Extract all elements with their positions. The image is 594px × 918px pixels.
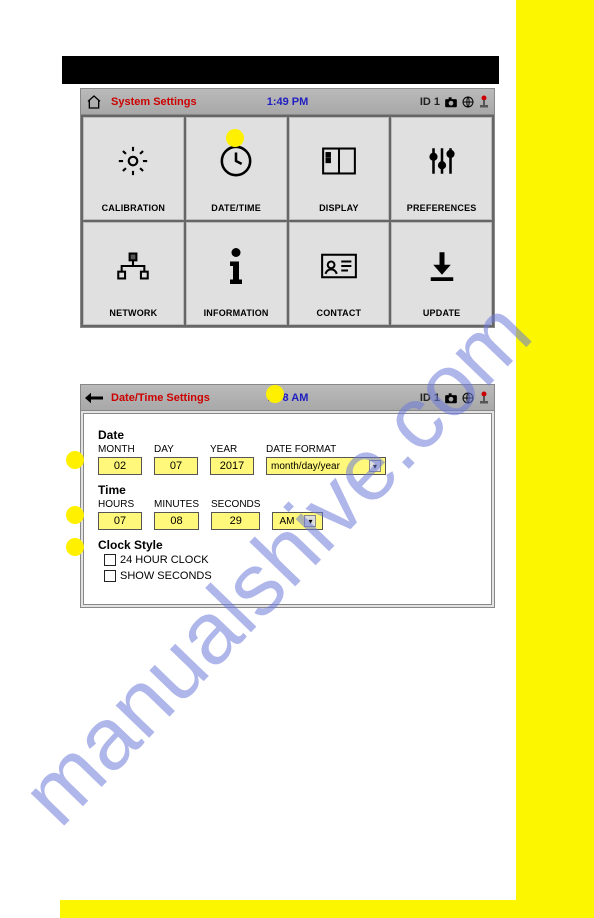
hours-input[interactable]: 07	[98, 512, 142, 530]
chk-seconds-row[interactable]: SHOW SECONDS	[104, 570, 477, 582]
format-select[interactable]: month/day/year ▾	[266, 457, 386, 475]
seconds-label: SECONDS	[211, 499, 260, 510]
date-row: MONTH 02 DAY 07 YEAR 2017 DATE FORMAT month/…	[98, 444, 477, 475]
month-label: MONTH	[98, 444, 142, 455]
tile-network-label: NETWORK	[109, 308, 157, 318]
tile-contact-label: CONTACT	[317, 308, 362, 318]
panel1-id: ID 1	[420, 96, 440, 108]
panel1-time: 1:49 PM	[267, 96, 309, 108]
chk-24hour-row[interactable]: 24 HOUR CLOCK	[104, 554, 477, 566]
hl-datetime-tile	[226, 129, 244, 147]
clock-icon	[219, 144, 253, 178]
hours-label: HOURS	[98, 499, 142, 510]
joystick-icon	[478, 95, 490, 109]
time-section-title: Time	[98, 483, 477, 497]
globe-icon	[462, 96, 474, 108]
tile-datetime-label: DATE/TIME	[211, 203, 261, 213]
hl-time-row	[66, 506, 84, 524]
titlebar-datetime: Date/Time Settings 7:08 AM ID 1	[81, 385, 494, 411]
tile-display[interactable]: DISPLAY	[289, 117, 390, 220]
chevron-down-icon: ▾	[369, 460, 381, 472]
back-button[interactable]	[81, 385, 107, 411]
format-label: DATE FORMAT	[266, 444, 386, 455]
tile-calibration-label: CALIBRATION	[102, 203, 166, 213]
home-icon	[86, 94, 102, 110]
month-input[interactable]: 02	[98, 457, 142, 475]
day-label: DAY	[154, 444, 198, 455]
tile-calibration[interactable]: CALIBRATION	[83, 117, 184, 220]
titlebar-right-1: ID 1	[420, 95, 490, 109]
checkbox-24hour[interactable]	[104, 554, 116, 566]
chk-seconds-label: SHOW SECONDS	[120, 570, 212, 582]
format-value: month/day/year	[271, 461, 340, 472]
camera-icon	[444, 392, 458, 404]
joystick-icon	[478, 391, 490, 405]
clockstyle-title: Clock Style	[98, 538, 477, 552]
tile-display-label: DISPLAY	[319, 203, 359, 213]
tile-update-label: UPDATE	[423, 308, 461, 318]
hl-clockstyle	[66, 538, 84, 556]
camera-icon	[444, 96, 458, 108]
page-title-blackbar	[62, 56, 499, 84]
info-icon	[226, 248, 246, 284]
globe-icon	[462, 392, 474, 404]
hl-panel2-title	[266, 385, 284, 403]
gear-icon	[116, 144, 150, 178]
datetime-body: Date MONTH 02 DAY 07 YEAR 2017 DATE FORMAT m…	[83, 413, 492, 605]
tile-update[interactable]: UPDATE	[391, 222, 492, 325]
ampm-value: AM	[279, 516, 294, 527]
home-button[interactable]	[81, 89, 107, 115]
chk-24hour-label: 24 HOUR CLOCK	[120, 554, 209, 566]
tile-contact[interactable]: CONTACT	[289, 222, 390, 325]
back-arrow-icon	[85, 391, 103, 405]
tile-preferences[interactable]: PREFERENCES	[391, 117, 492, 220]
sliders-icon	[425, 144, 459, 178]
minutes-label: MINUTES	[154, 499, 199, 510]
tile-preferences-label: PREFERENCES	[407, 203, 477, 213]
year-input[interactable]: 2017	[210, 457, 254, 475]
checkbox-seconds[interactable]	[104, 570, 116, 582]
panel-datetime-settings: Date/Time Settings 7:08 AM ID 1 Date MON…	[80, 384, 495, 608]
ampm-select[interactable]: AM ▾	[272, 512, 323, 530]
tile-information[interactable]: INFORMATION	[186, 222, 287, 325]
year-label: YEAR	[210, 444, 254, 455]
network-icon	[116, 252, 150, 280]
panel2-id: ID 1	[420, 392, 440, 404]
contact-icon	[321, 253, 357, 279]
display-icon	[322, 147, 356, 175]
settings-grid: CALIBRATION DATE/TIME DISPLAY PREFERENCE…	[81, 115, 494, 327]
tile-network[interactable]: NETWORK	[83, 222, 184, 325]
page-yellow-stripe	[516, 0, 594, 918]
titlebar-right-2: ID 1	[420, 391, 490, 405]
page-yellow-bottom	[60, 900, 520, 918]
minutes-input[interactable]: 08	[154, 512, 199, 530]
chevron-down-icon: ▾	[304, 515, 316, 527]
tile-information-label: INFORMATION	[204, 308, 269, 318]
titlebar-system: System Settings 1:49 PM ID 1	[81, 89, 494, 115]
date-section-title: Date	[98, 428, 477, 442]
panel1-title: System Settings	[111, 96, 197, 108]
panel2-title: Date/Time Settings	[111, 392, 210, 404]
time-row: HOURS 07 MINUTES 08 SECONDS 29 AM ▾	[98, 499, 477, 530]
download-icon	[427, 249, 457, 283]
hl-date-row	[66, 451, 84, 469]
day-input[interactable]: 07	[154, 457, 198, 475]
seconds-input[interactable]: 29	[211, 512, 260, 530]
panel-system-settings: System Settings 1:49 PM ID 1 CALIBRATION…	[80, 88, 495, 328]
